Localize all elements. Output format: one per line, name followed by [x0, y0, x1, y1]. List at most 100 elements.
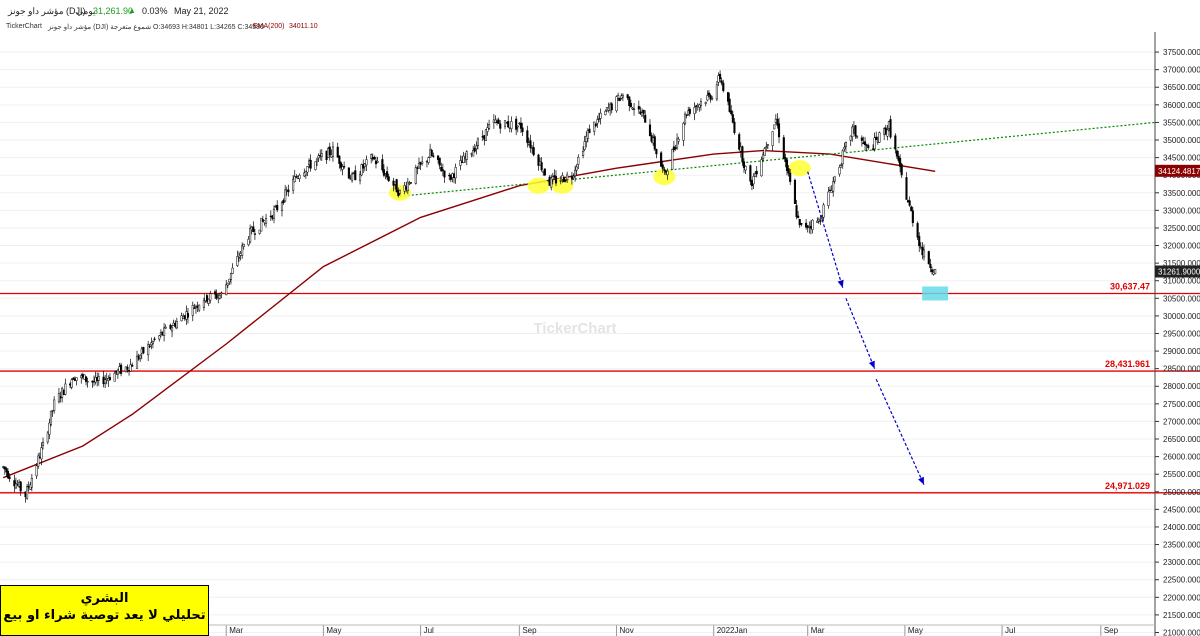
candle-body: [566, 174, 569, 180]
candle-body: [550, 177, 553, 188]
candle-body: [610, 103, 613, 111]
candle-body: [878, 132, 881, 143]
candle-body: [597, 118, 601, 120]
arrowhead: [868, 360, 875, 369]
y-tick-label: 29500.0000: [1163, 329, 1200, 338]
y-tick-label: 27000.0000: [1163, 417, 1200, 426]
candle-body: [306, 166, 309, 173]
candle-body: [339, 162, 342, 168]
candle-body: [398, 189, 401, 194]
candle-body: [918, 236, 921, 247]
trendline-segment: [399, 121, 1156, 197]
candle-body: [529, 140, 532, 149]
candle-body: [617, 95, 620, 99]
candle-body: [351, 173, 354, 181]
candle-body: [564, 179, 567, 182]
candle-body: [738, 134, 741, 150]
candle-body: [621, 94, 624, 98]
candle-body: [206, 295, 209, 302]
candle-body: [258, 229, 261, 234]
candle-body: [593, 121, 596, 132]
candle-body: [218, 294, 221, 299]
y-tick-label: 22000.0000: [1163, 593, 1200, 602]
candle-body: [14, 483, 17, 489]
y-tick-label: 33500.0000: [1163, 189, 1200, 198]
candle-body: [153, 338, 156, 340]
candle-body: [929, 263, 932, 269]
candle-body: [707, 92, 710, 96]
candle-body: [706, 95, 709, 101]
candle-body: [899, 157, 902, 167]
y-tick-label: 24000.0000: [1163, 523, 1200, 532]
candle-body: [373, 157, 376, 160]
candle-body: [148, 345, 151, 348]
candle-body: [104, 379, 107, 384]
candle-body: [782, 137, 785, 159]
y-tick-label: 36500.0000: [1163, 83, 1200, 92]
y-tick-label: 24500.0000: [1163, 505, 1200, 514]
candle-body: [228, 278, 231, 283]
candle-body: [715, 84, 718, 100]
candle-body: [421, 161, 424, 164]
candle-body: [752, 176, 755, 185]
candle-body: [777, 123, 781, 138]
candle-body: [704, 101, 707, 104]
candle-body: [900, 163, 903, 176]
candle-body: [908, 200, 911, 206]
candle-body: [816, 220, 819, 223]
candle-body: [343, 166, 346, 168]
candle-body: [363, 163, 366, 167]
candle-body: [771, 131, 774, 146]
y-tick-label: 31000.0000: [1163, 277, 1200, 286]
candle-body: [40, 447, 43, 460]
y-tick-label: 35000.0000: [1163, 136, 1200, 145]
candle-body: [282, 200, 285, 203]
candle-body: [785, 159, 789, 171]
y-tick-label: 33000.0000: [1163, 206, 1200, 215]
candle-body: [574, 169, 577, 177]
candle-body: [387, 176, 390, 182]
candle-body: [585, 136, 588, 142]
candle-body: [515, 118, 518, 130]
candle-body: [328, 146, 331, 156]
support-label: 24,971.029: [1105, 481, 1150, 491]
candle-body: [797, 215, 800, 218]
y-axis: 21000.0000 21500.0000 22000.0000 22500.0000…: [1154, 32, 1200, 636]
candle-body: [660, 152, 663, 167]
candle-body: [827, 191, 830, 206]
ema-price-tag-bg: [1155, 164, 1200, 177]
candle-body: [37, 455, 40, 467]
candle-body: [304, 170, 307, 176]
candle-body: [742, 161, 746, 168]
candle-body: [13, 480, 16, 487]
candle-body: [169, 324, 172, 329]
period-label[interactable]: يومي: [76, 6, 96, 16]
candle-body: [588, 128, 591, 134]
candle-body: [147, 344, 150, 356]
candle-body: [895, 150, 898, 157]
candle-body: [832, 181, 835, 192]
candle-body: [559, 180, 562, 182]
candle-body: [236, 256, 239, 266]
candle-body: [341, 166, 344, 170]
candle-body: [927, 251, 930, 265]
symbol-name[interactable]: مؤشر داو جونز (DJI): [8, 6, 86, 16]
y-tick-label: 32000.0000: [1163, 242, 1200, 251]
y-tick-label: 32500.0000: [1163, 224, 1200, 233]
candle-body: [510, 121, 513, 130]
candle-body: [191, 304, 194, 316]
candle-body: [856, 136, 859, 139]
y-tick-label: 28000.0000: [1163, 382, 1200, 391]
candle-body: [789, 172, 792, 182]
candle-body: [454, 167, 457, 179]
change-percent: 0.03%: [142, 6, 168, 16]
candle-body: [315, 158, 319, 162]
candle-body: [733, 121, 736, 133]
last-price: 31,261.90: [93, 6, 134, 16]
last-price-tag-bg: [1155, 265, 1200, 278]
y-tick-label: 21000.0000: [1163, 628, 1200, 636]
support-levels: 30,637.47 28,431.961 24,971.029: [0, 281, 1200, 494]
disclaimer-note: البشري تحليلي لا يعد توصية شراء او بيع: [0, 585, 209, 636]
